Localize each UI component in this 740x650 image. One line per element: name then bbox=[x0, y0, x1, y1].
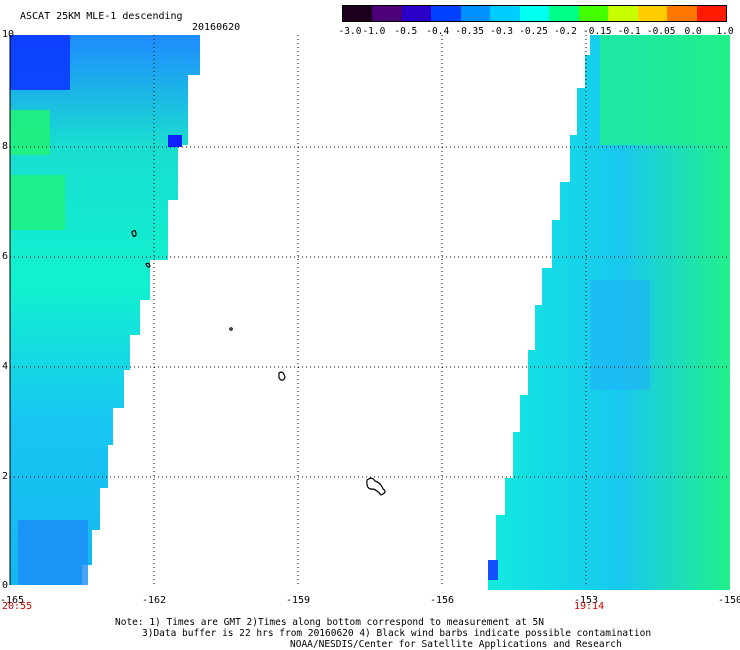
colorbar-tick-label: -0.05 bbox=[646, 26, 676, 37]
colorbar-tick-label: -3.0 bbox=[338, 26, 362, 37]
colorbar-segment bbox=[431, 6, 461, 21]
note-line-2: 3)Data buffer is 22 hrs from 20160620 4)… bbox=[142, 628, 652, 639]
left-swath-blue-patch-2 bbox=[18, 520, 88, 585]
colorbar-tick-label: -1.0 bbox=[362, 26, 386, 37]
right-swath-green-top bbox=[600, 35, 730, 145]
colorbar-tick-label: -0.15 bbox=[583, 26, 612, 37]
left-swath bbox=[10, 35, 200, 585]
y-tick-10: 10 bbox=[2, 29, 15, 40]
colorbar-tick-label: -0.5 bbox=[394, 26, 418, 37]
colorbar-tick-label: -0.1 bbox=[617, 26, 641, 37]
x-tick-minus162: -162 bbox=[142, 595, 167, 606]
colorbar-segment bbox=[696, 6, 727, 21]
colorbar-tick-label: -0.3 bbox=[490, 26, 514, 37]
note-line-3: NOAA/NESDIS/Center for Satellite Applica… bbox=[290, 639, 622, 650]
left-swath-green-patch-2 bbox=[10, 175, 65, 230]
colorbar-tick-label: -0.35 bbox=[455, 26, 484, 37]
right-swath-blue-band bbox=[590, 280, 650, 390]
y-tick-2: 2 bbox=[2, 471, 9, 482]
colorbar-segment bbox=[549, 6, 579, 21]
colorbar bbox=[342, 5, 727, 22]
note-line-1: Note: 1) Times are GMT 2)Times along bot… bbox=[115, 617, 544, 628]
left-swath-blue-patch bbox=[10, 35, 70, 90]
y-tick-8: 8 bbox=[2, 141, 9, 152]
time-left: 20:55 bbox=[2, 601, 33, 612]
colorbar-tick-label: -0.2 bbox=[553, 26, 577, 37]
y-tick-4: 4 bbox=[2, 361, 9, 372]
y-tick-0: 0 bbox=[2, 580, 9, 591]
map-title: ASCAT 25KM MLE-1 descending bbox=[20, 11, 183, 22]
colorbar-segment bbox=[667, 6, 697, 21]
left-swath-green-patch-1 bbox=[10, 110, 50, 155]
x-tick-minus159: -159 bbox=[286, 595, 311, 606]
island-outlines bbox=[131, 229, 386, 496]
map-date: 20160620 bbox=[192, 22, 241, 33]
time-right: 19:14 bbox=[574, 601, 605, 612]
colorbar-segment bbox=[637, 6, 668, 21]
x-tick-minus150: -150 bbox=[718, 595, 740, 606]
colorbar-tick-label: 0.0 bbox=[684, 26, 702, 37]
colorbar-tick-label: -0.4 bbox=[426, 26, 450, 37]
colorbar-tick-label: 1.0 bbox=[716, 26, 734, 37]
colorbar-segment bbox=[578, 6, 609, 21]
colorbar-segment bbox=[460, 6, 491, 21]
colorbar-segment bbox=[372, 6, 402, 21]
colorbar-segment bbox=[490, 6, 520, 21]
y-tick-6: 6 bbox=[2, 251, 9, 262]
colorbar-segment bbox=[519, 6, 550, 21]
left-swath-darkblue-patch bbox=[168, 135, 182, 147]
x-tick-minus156: -156 bbox=[430, 595, 455, 606]
graticule bbox=[10, 35, 730, 585]
colorbar-tick-label: -0.25 bbox=[519, 26, 548, 37]
colorbar-segment bbox=[343, 6, 373, 21]
right-swath-blue-patch-bottom bbox=[488, 560, 498, 580]
x-tick-minus165: -165 bbox=[0, 595, 25, 606]
colorbar-segment bbox=[608, 6, 638, 21]
x-tick-minus153: -153 bbox=[574, 595, 599, 606]
colorbar-segment bbox=[401, 6, 432, 21]
